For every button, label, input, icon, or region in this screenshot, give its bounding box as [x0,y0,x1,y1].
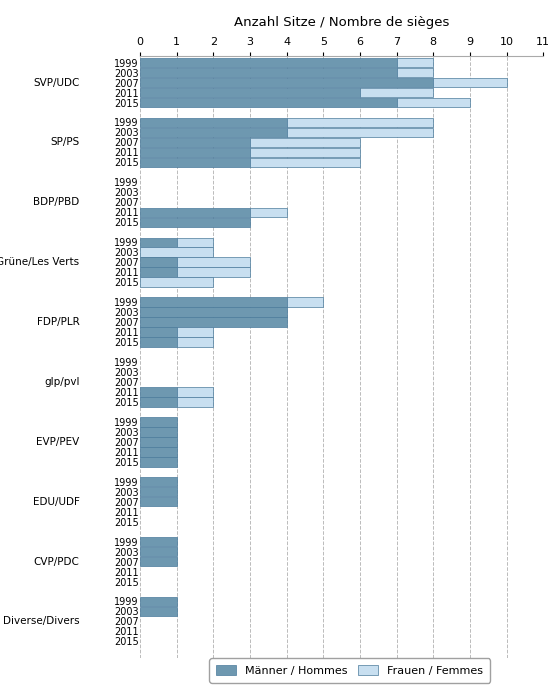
Bar [396,58,433,67]
Bar [140,158,250,167]
Bar [140,487,176,496]
Text: SP/PS: SP/PS [50,137,80,148]
Text: Grüne/Les Verts: Grüne/Les Verts [0,257,80,267]
Bar [140,447,176,456]
Bar [140,88,360,97]
Bar [140,537,176,546]
Text: SVP/UDC: SVP/UDC [33,78,80,88]
Bar [176,237,213,247]
Text: Diverse/Divers: Diverse/Divers [3,617,80,626]
Bar [140,317,287,327]
Bar [140,607,176,616]
Bar [140,78,433,88]
Bar [140,98,396,107]
Bar [140,477,176,486]
Bar [140,337,176,346]
Bar [140,68,396,77]
Bar [140,127,287,137]
Bar [140,237,176,247]
Bar [433,78,507,88]
Bar [140,437,176,447]
Bar [140,138,250,147]
Text: BDP/PBD: BDP/PBD [33,197,80,207]
Bar [140,298,287,307]
Bar [250,138,360,147]
Bar [360,88,433,97]
Bar [140,277,213,287]
Bar [140,397,176,407]
Bar [250,148,360,158]
Bar [140,547,176,556]
Bar [176,328,213,337]
Bar [140,218,250,227]
Bar [140,497,176,506]
Text: EVP/PEV: EVP/PEV [36,437,80,447]
Bar [140,328,176,337]
Bar [176,337,213,346]
Bar [176,387,213,397]
Bar [287,127,433,137]
Legend: Männer / Hommes, Frauen / Femmes: Männer / Hommes, Frauen / Femmes [209,659,490,682]
Bar [140,148,250,158]
Bar [176,397,213,407]
Bar [396,68,433,77]
Bar [287,118,433,127]
Bar [140,597,176,606]
Bar [140,457,176,466]
Bar [140,417,176,426]
Bar [140,248,213,257]
Bar [250,208,287,217]
Text: CVP/PDC: CVP/PDC [34,556,80,566]
Bar [287,298,323,307]
Bar [140,307,287,317]
Text: glp/pvl: glp/pvl [44,377,80,387]
Bar [140,427,176,437]
Bar [140,118,287,127]
Bar [176,258,250,267]
Bar [250,158,360,167]
Bar [140,58,396,67]
Bar [396,98,470,107]
Bar [140,556,176,566]
Bar [140,267,176,277]
Title: Anzahl Sitze / Nombre de sièges: Anzahl Sitze / Nombre de sièges [234,16,449,29]
Bar [140,208,250,217]
Bar [176,267,250,277]
Bar [140,258,176,267]
Text: FDP/PLR: FDP/PLR [37,317,80,327]
Bar [140,387,176,397]
Text: EDU/UDF: EDU/UDF [32,497,80,507]
